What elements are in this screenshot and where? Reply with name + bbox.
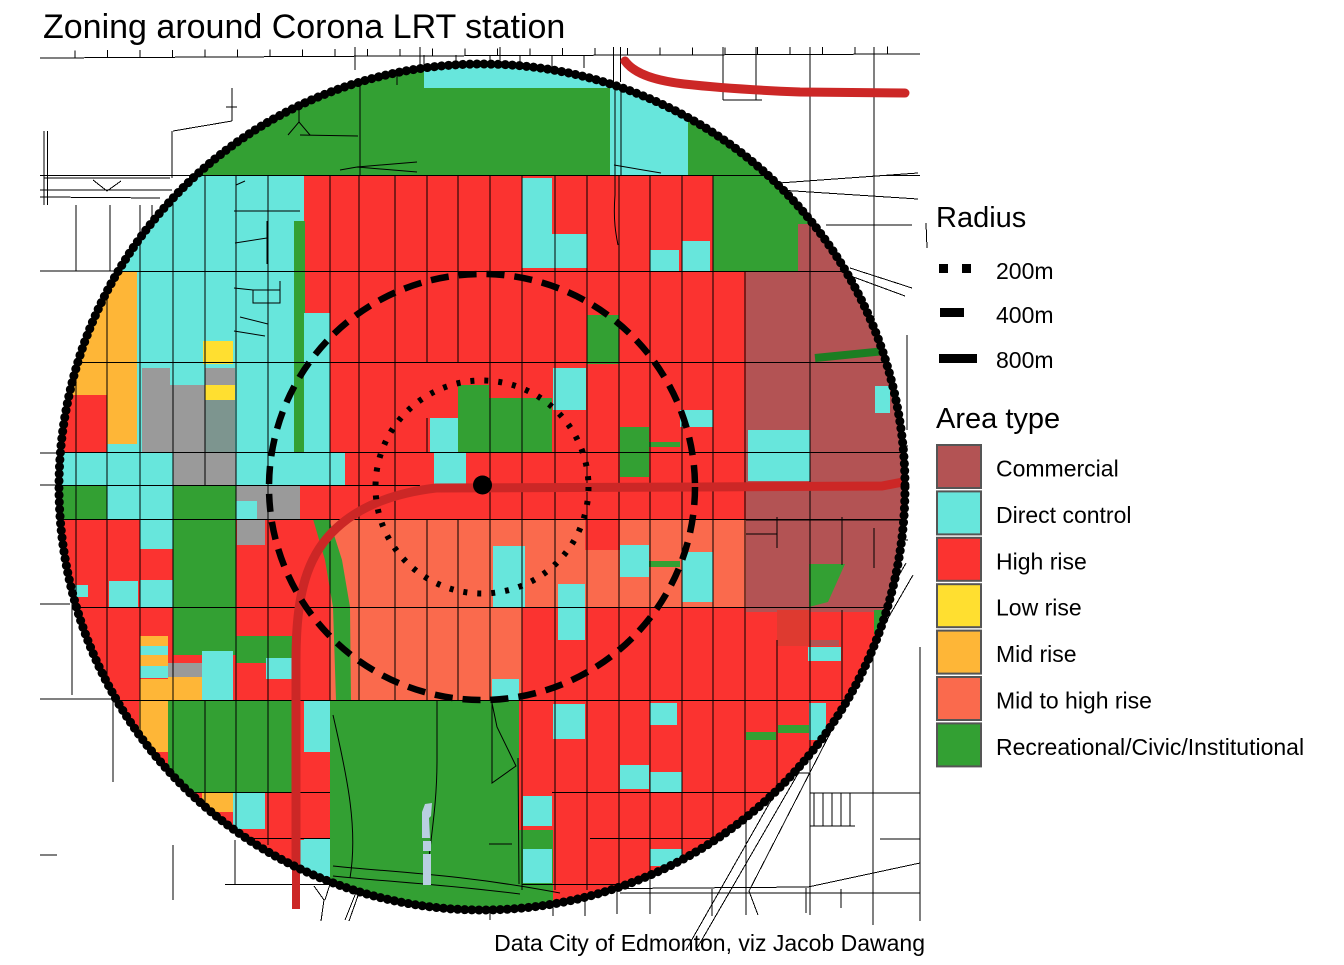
svg-text:Area type: Area type	[936, 403, 1060, 435]
svg-text:200m: 200m	[996, 258, 1054, 284]
svg-text:Direct control: Direct control	[996, 502, 1131, 528]
svg-text:Commercial: Commercial	[996, 456, 1119, 482]
svg-text:Recreational/Civic/Institution: Recreational/Civic/Institutional	[996, 734, 1304, 760]
svg-text:Zoning around Corona LRT stati: Zoning around Corona LRT station	[43, 8, 565, 46]
svg-text:Data City of Edmonton, viz Jac: Data City of Edmonton, viz Jacob Dawang	[494, 930, 925, 956]
svg-text:Low rise: Low rise	[996, 595, 1082, 621]
svg-text:800m: 800m	[996, 347, 1054, 373]
svg-text:Mid rise: Mid rise	[996, 641, 1077, 667]
svg-text:Radius: Radius	[936, 202, 1026, 234]
svg-text:Mid to high rise: Mid to high rise	[996, 688, 1152, 714]
svg-text:400m: 400m	[996, 302, 1054, 328]
svg-text:High rise: High rise	[996, 548, 1087, 574]
